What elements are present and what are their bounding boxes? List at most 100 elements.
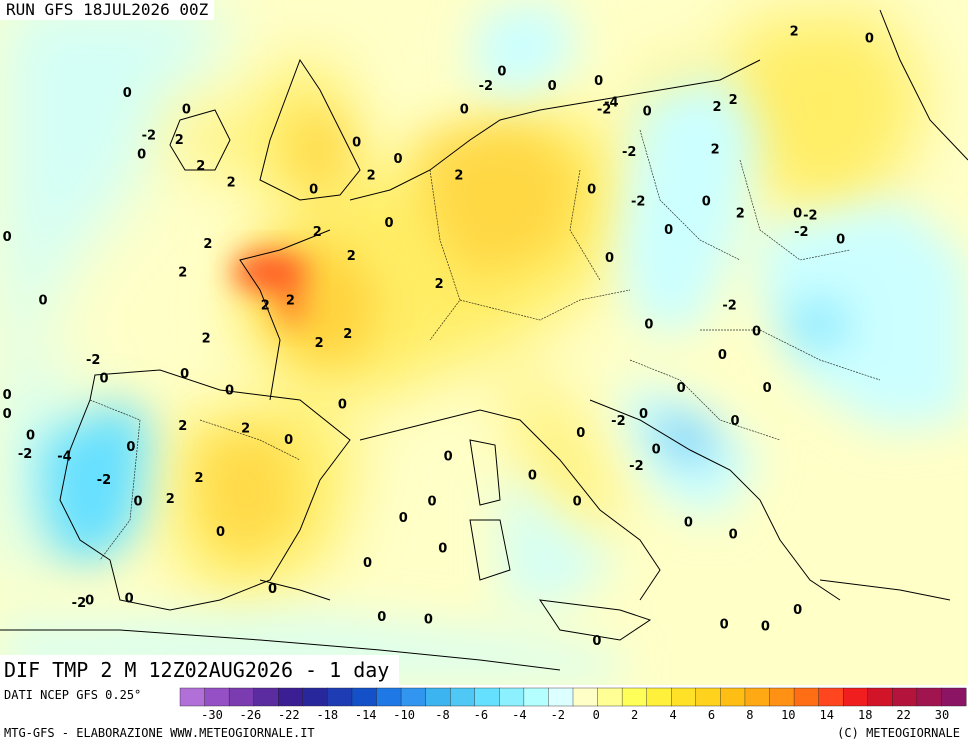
isoline-label: 0	[594, 74, 603, 89]
isoline-label: 0	[528, 469, 537, 484]
isoline-label: 0	[684, 516, 693, 531]
isoline-label: 2	[790, 24, 799, 39]
isoline-label: 0	[133, 495, 142, 510]
colorbar-swatch	[278, 687, 304, 707]
isoline-label: 0	[3, 388, 12, 403]
colorbar-swatch	[842, 687, 869, 707]
isoline-label: 0	[677, 381, 686, 396]
isoline-label: -2	[622, 145, 636, 160]
isoline-label: -2	[631, 195, 645, 210]
isoline-label: -2	[479, 79, 493, 94]
isoline-label: -2	[803, 209, 817, 224]
colorbar-swatch	[425, 687, 451, 707]
isoline-label: 2	[343, 327, 352, 342]
isoline-label: 2	[347, 249, 356, 264]
hot-spot-western-france	[232, 252, 308, 325]
isoline-label: 0	[85, 594, 94, 609]
isoline-label: 0	[729, 528, 738, 543]
coastlines	[0, 9, 968, 671]
isoline-label: 0	[284, 433, 293, 448]
isoline-label: 0	[309, 183, 318, 198]
isoline-label: 0	[38, 294, 47, 309]
isoline-label: -2	[722, 298, 736, 313]
isoline-label: 0	[126, 440, 135, 455]
isoline-label: 0	[99, 372, 108, 387]
colorbar-swatch	[867, 687, 893, 707]
colorbar-tick-label: -2	[551, 708, 565, 722]
colorbar-tick-label: 8	[746, 708, 753, 722]
colorbar-tick-label: 10	[781, 708, 795, 722]
isoline-label: 2	[261, 298, 270, 313]
isoline-label: 0	[836, 232, 845, 247]
isoline-label: 0	[384, 216, 393, 231]
isoline-label: 0	[497, 65, 506, 80]
isoline-label: 0	[644, 317, 653, 332]
colorbar-swatch	[671, 687, 697, 707]
isoline-label: 0	[720, 617, 729, 632]
isoline-label: 0	[573, 495, 582, 510]
colorbar-swatch	[449, 687, 476, 707]
isoline-label: 0	[460, 102, 469, 117]
isoline-label: 2	[711, 143, 720, 158]
country-borders	[89, 129, 881, 561]
isoline-label: 0	[639, 407, 648, 422]
colorbar-swatch	[941, 687, 967, 707]
isoline-label: 0	[752, 324, 761, 339]
colorbar-tick-label: 2	[631, 708, 638, 722]
colorbar-tick-label: -6	[474, 708, 488, 722]
footer: DATI NCEP GFS 0.25° -30 -26 -22 -18 -14 -10 -8…	[0, 685, 968, 745]
isoline-label: 2	[241, 421, 250, 436]
colorbar-swatch	[302, 687, 328, 707]
colorbar-swatch	[253, 687, 279, 707]
isoline-label: -4	[604, 95, 618, 110]
colorbar-tick-label: -22	[278, 708, 300, 722]
colorbar-swatch	[228, 687, 255, 707]
isoline-label: 0	[763, 381, 772, 396]
colorbar-swatch	[548, 687, 574, 707]
colorbar-swatch	[523, 687, 549, 707]
isoline-label: 0	[587, 183, 596, 198]
colorbar-swatch	[720, 687, 746, 707]
isoline-label: 2	[202, 332, 211, 347]
isoline-label: 2	[435, 277, 444, 292]
colorbar-swatch	[646, 687, 672, 707]
colorbar-swatch	[376, 687, 402, 707]
isoline-label: 2	[729, 93, 738, 108]
isoline-label: 0	[123, 86, 132, 101]
data-source-label: DATI NCEP GFS 0.25°	[4, 688, 142, 702]
isoline-label: 0	[26, 428, 35, 443]
isoline-label: 0	[865, 32, 874, 47]
isoline-label: 2	[736, 206, 745, 221]
isoline-label: 2	[178, 419, 187, 434]
variable-title: DIF TMP 2 M 12Z02AUG2026 - 1 day	[0, 655, 400, 685]
colorbar-tick-label: -30	[201, 708, 223, 722]
isoline-label: 0	[427, 495, 436, 510]
isoline-label: 2	[712, 100, 721, 115]
isoline-label: -2	[597, 102, 611, 117]
colorbar-tick-label: 18	[858, 708, 872, 722]
isoline-label: -4	[57, 450, 71, 465]
isoline-label: 0	[363, 556, 372, 571]
isoline-label: 0	[664, 223, 673, 238]
isoline-label: 0	[761, 620, 770, 635]
isoline-label: 0	[576, 426, 585, 441]
colorbar-swatch	[597, 687, 623, 707]
isoline-label: 0	[424, 613, 433, 628]
isoline-label: 0	[605, 251, 614, 266]
colorbar-swatch	[769, 687, 795, 707]
isoline-label: 0	[225, 384, 234, 399]
isoline-label: -2	[629, 459, 643, 474]
isoline-label: 0	[702, 195, 711, 210]
isoline-label: 0	[3, 230, 12, 245]
isoline-label: 0	[377, 610, 386, 625]
colorbar-swatch	[621, 687, 648, 707]
isoline-label: 2	[175, 133, 184, 148]
isoline-label: 0	[730, 414, 739, 429]
run-title: RUN GFS 18JUL2026 00Z	[0, 0, 215, 20]
colorbar-tick-label: -4	[512, 708, 526, 722]
isoline-label: 0	[137, 147, 146, 162]
isoline-label: 0	[793, 206, 802, 221]
